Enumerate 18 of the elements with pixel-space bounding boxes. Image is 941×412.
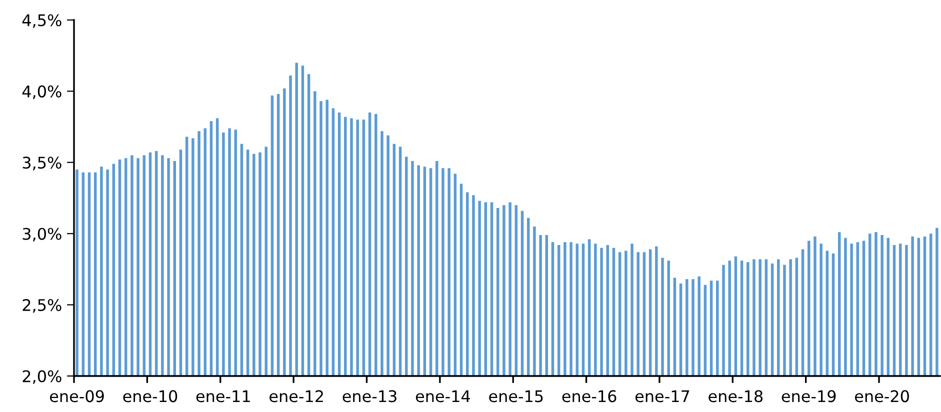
y-tick-label: 3,0% — [22, 228, 62, 242]
y-tick-label: 4,5% — [22, 14, 62, 28]
x-tick-label: ene-17 — [635, 390, 690, 402]
y-tick-label: 2,5% — [22, 299, 62, 313]
y-tick-label: 4,0% — [22, 85, 62, 100]
y-tick-label: 3,5% — [22, 156, 62, 170]
x-tick-label: ene-14 — [416, 390, 470, 402]
x-tick-label: ene-19 — [782, 390, 836, 402]
x-tick-label: ene-13 — [342, 390, 396, 402]
x-tick-label: ene-15 — [489, 390, 543, 402]
x-tick-label: ene-10 — [123, 390, 178, 402]
x-tick-label: ene-18 — [708, 390, 763, 402]
x-tick-label: ene-12 — [270, 390, 323, 402]
x-tick-label: ene-20 — [855, 390, 909, 402]
x-tick-label: ene-16 — [562, 390, 616, 402]
x-tick-label: ene-09 — [50, 390, 104, 402]
x-tick-label: ene-11 — [196, 390, 250, 402]
y-tick-label: 2,0% — [22, 370, 62, 384]
